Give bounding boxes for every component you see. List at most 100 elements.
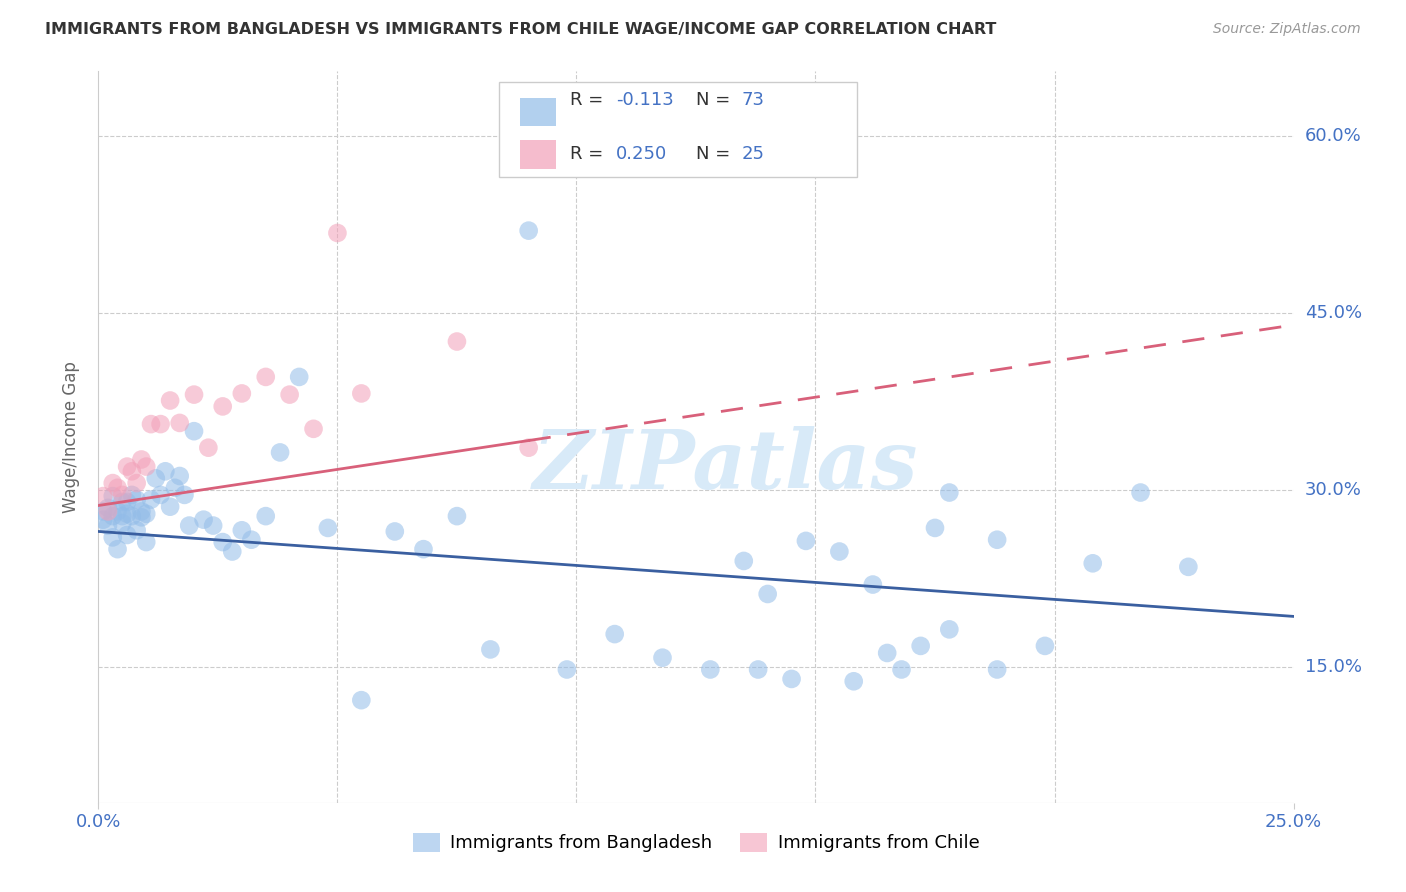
Point (733, 554, 755, 568)
Point (1081, 557, 1104, 571)
Text: Source: ZipAtlas.com: Source: ZipAtlas.com (1213, 22, 1361, 37)
Point (794, 533, 817, 548)
FancyBboxPatch shape (520, 98, 557, 126)
Point (115, 495, 138, 509)
Point (326, 226, 349, 240)
Point (121, 509, 143, 524)
Text: 73: 73 (741, 91, 765, 110)
Point (756, 587, 779, 601)
Text: 0.250: 0.250 (616, 145, 668, 163)
Point (101, 476, 124, 491)
Point (479, 642, 502, 657)
Point (121, 488, 143, 502)
Point (412, 542, 434, 557)
Point (169, 469, 191, 483)
Text: 15.0%: 15.0% (1305, 658, 1361, 676)
Point (862, 577, 884, 591)
Point (149, 417, 172, 431)
Point (149, 488, 172, 502)
Text: 45.0%: 45.0% (1305, 304, 1362, 322)
Point (115, 459, 138, 474)
Text: N =: N = (696, 91, 735, 110)
Point (211, 400, 233, 414)
Point (135, 507, 157, 521)
Point (91, 513, 114, 527)
Point (254, 509, 277, 524)
Point (169, 416, 191, 430)
Point (107, 481, 129, 495)
Point (135, 535, 157, 549)
Legend: Immigrants from Bangladesh, Immigrants from Chile: Immigrants from Bangladesh, Immigrants f… (405, 826, 987, 860)
Point (603, 627, 626, 641)
Point (890, 663, 912, 677)
Point (97, 504, 120, 518)
FancyBboxPatch shape (499, 82, 858, 178)
Point (302, 422, 325, 436)
FancyBboxPatch shape (520, 140, 557, 169)
Text: ZIPatlas: ZIPatlas (533, 426, 918, 507)
Point (269, 445, 291, 459)
Point (202, 518, 225, 533)
Point (111, 495, 134, 509)
Point (125, 523, 148, 537)
Point (938, 485, 960, 500)
Text: -0.113: -0.113 (616, 91, 673, 110)
Point (211, 535, 233, 549)
Point (288, 370, 311, 384)
Point (193, 513, 215, 527)
Point (240, 533, 263, 547)
Point (924, 521, 946, 535)
Point (278, 387, 301, 401)
Point (986, 663, 1008, 677)
Point (101, 530, 124, 544)
Point (780, 672, 803, 686)
Point (111, 516, 134, 531)
Point (179, 518, 201, 533)
Text: 60.0%: 60.0% (1305, 128, 1361, 145)
Point (107, 504, 129, 518)
Point (828, 544, 851, 558)
Text: IMMIGRANTS FROM BANGLADESH VS IMMIGRANTS FROM CHILE WAGE/INCOME GAP CORRELATION : IMMIGRANTS FROM BANGLADESH VS IMMIGRANTS… (45, 22, 997, 37)
Point (747, 663, 769, 677)
Point (842, 674, 865, 689)
Point (938, 623, 960, 637)
Point (986, 533, 1008, 547)
Text: R =: R = (571, 91, 609, 110)
Point (107, 542, 129, 557)
Point (183, 424, 205, 438)
Point (139, 492, 162, 507)
Point (115, 528, 138, 542)
Point (231, 523, 253, 537)
Point (97, 518, 120, 533)
Point (231, 386, 253, 401)
Point (1177, 559, 1199, 574)
Point (131, 510, 153, 524)
Point (97, 500, 120, 515)
Point (1129, 485, 1152, 500)
Point (221, 544, 243, 558)
Point (254, 370, 277, 384)
Point (159, 500, 181, 514)
Point (115, 507, 138, 521)
Point (125, 492, 148, 507)
Point (91, 504, 114, 518)
Point (316, 521, 339, 535)
Point (135, 459, 157, 474)
Point (517, 224, 540, 238)
Point (651, 650, 673, 665)
Point (139, 417, 162, 431)
Point (111, 488, 134, 502)
Point (517, 441, 540, 455)
Point (111, 509, 134, 524)
Point (145, 471, 167, 485)
Point (91, 489, 114, 503)
Point (197, 441, 219, 455)
Point (910, 639, 932, 653)
Point (163, 481, 186, 495)
Point (699, 663, 721, 677)
Point (350, 386, 373, 401)
Point (125, 476, 148, 491)
Point (159, 393, 181, 408)
Point (131, 452, 153, 467)
Point (350, 693, 373, 707)
